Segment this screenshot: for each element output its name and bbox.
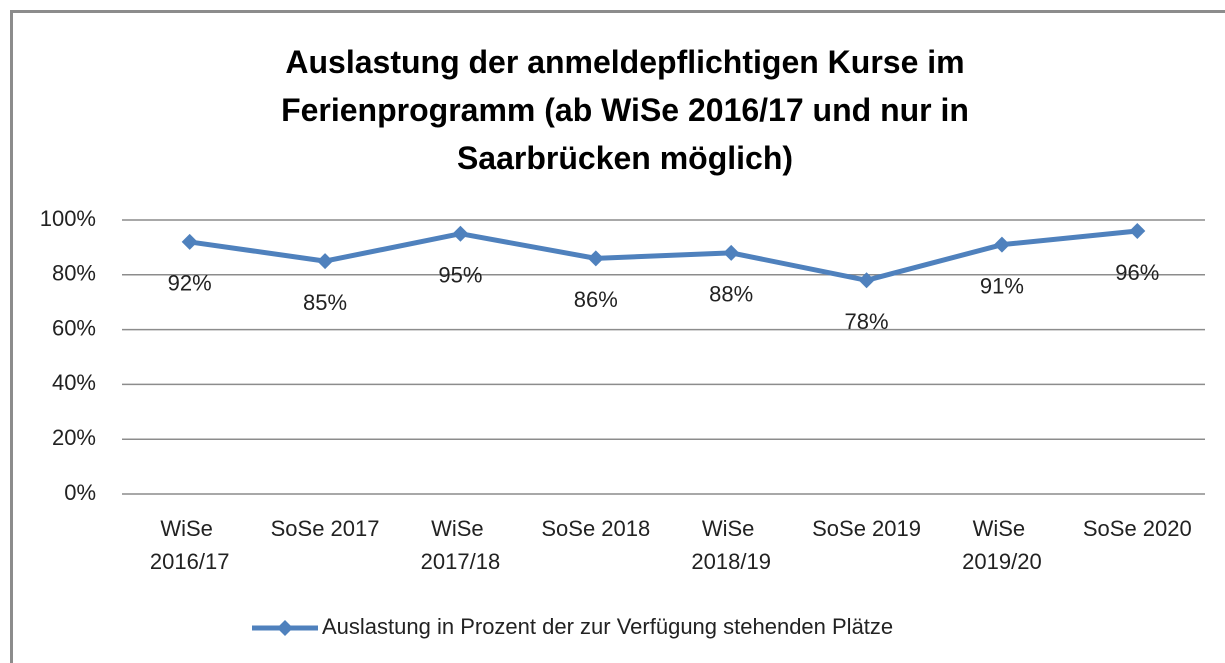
marker bbox=[723, 244, 740, 261]
x-tick-line: 2016/17 bbox=[150, 549, 230, 574]
marker bbox=[317, 253, 334, 270]
x-tick-line: SoSe 2019 bbox=[812, 516, 921, 541]
line bbox=[189, 228, 1138, 283]
marker bbox=[452, 225, 469, 242]
x-tick-label: SoSe 2018 bbox=[541, 516, 650, 541]
chart-title: Auslastung der anmeldepflichtigen Kurse … bbox=[281, 44, 969, 176]
marker bbox=[858, 272, 875, 289]
legend-label: Auslastung in Prozent der zur Verfügung … bbox=[322, 614, 893, 639]
x-tick-line: WiSe bbox=[702, 516, 761, 541]
x-tick-line: 2018/19 bbox=[691, 549, 771, 574]
x-tick-label: WiSe 2018/19 bbox=[691, 516, 771, 574]
x-tick-label: SoSe 2019 bbox=[812, 516, 921, 541]
x-tick-label: WiSe 2017/18 bbox=[421, 516, 501, 574]
data-label: 78% bbox=[845, 309, 889, 334]
legend-marker bbox=[277, 620, 293, 636]
x-tick-line: SoSe 2017 bbox=[271, 516, 380, 541]
data-label: 88% bbox=[709, 282, 753, 307]
x-tick-line: SoSe 2020 bbox=[1083, 516, 1192, 541]
chart-frame bbox=[10, 10, 1225, 663]
marker bbox=[181, 233, 198, 250]
y-tick-label: 60% bbox=[52, 315, 96, 340]
y-tick-label: 40% bbox=[52, 370, 96, 395]
y-tick-label: 100% bbox=[40, 206, 96, 231]
data-label: 91% bbox=[980, 273, 1024, 298]
marker bbox=[1129, 222, 1146, 239]
y-tick-label: 80% bbox=[52, 261, 96, 286]
data-label: 85% bbox=[303, 290, 347, 315]
data-label: 92% bbox=[168, 271, 212, 296]
x-tick-line: WiSe bbox=[973, 516, 1032, 541]
x-tick-line: SoSe 2018 bbox=[541, 516, 650, 541]
x-tick-line: WiSe bbox=[431, 516, 490, 541]
data-label: 95% bbox=[438, 263, 482, 288]
data-label: 86% bbox=[574, 287, 618, 312]
x-tick-line: 2019/20 bbox=[962, 549, 1042, 574]
x-tick-line: WiSe bbox=[160, 516, 219, 541]
data-label: 96% bbox=[1115, 260, 1159, 285]
marker bbox=[993, 236, 1010, 253]
y-tick-label: 20% bbox=[52, 425, 96, 450]
x-tick-label: SoSe 2020 bbox=[1083, 516, 1192, 541]
y-tick-label: 0% bbox=[64, 480, 96, 505]
x-tick-label: SoSe 2017 bbox=[271, 516, 380, 541]
marker bbox=[587, 250, 604, 267]
x-tick-label: WiSe 2019/20 bbox=[962, 516, 1042, 574]
x-tick-label: WiSe 2016/17 bbox=[150, 516, 230, 574]
x-tick-line: 2017/18 bbox=[421, 549, 501, 574]
